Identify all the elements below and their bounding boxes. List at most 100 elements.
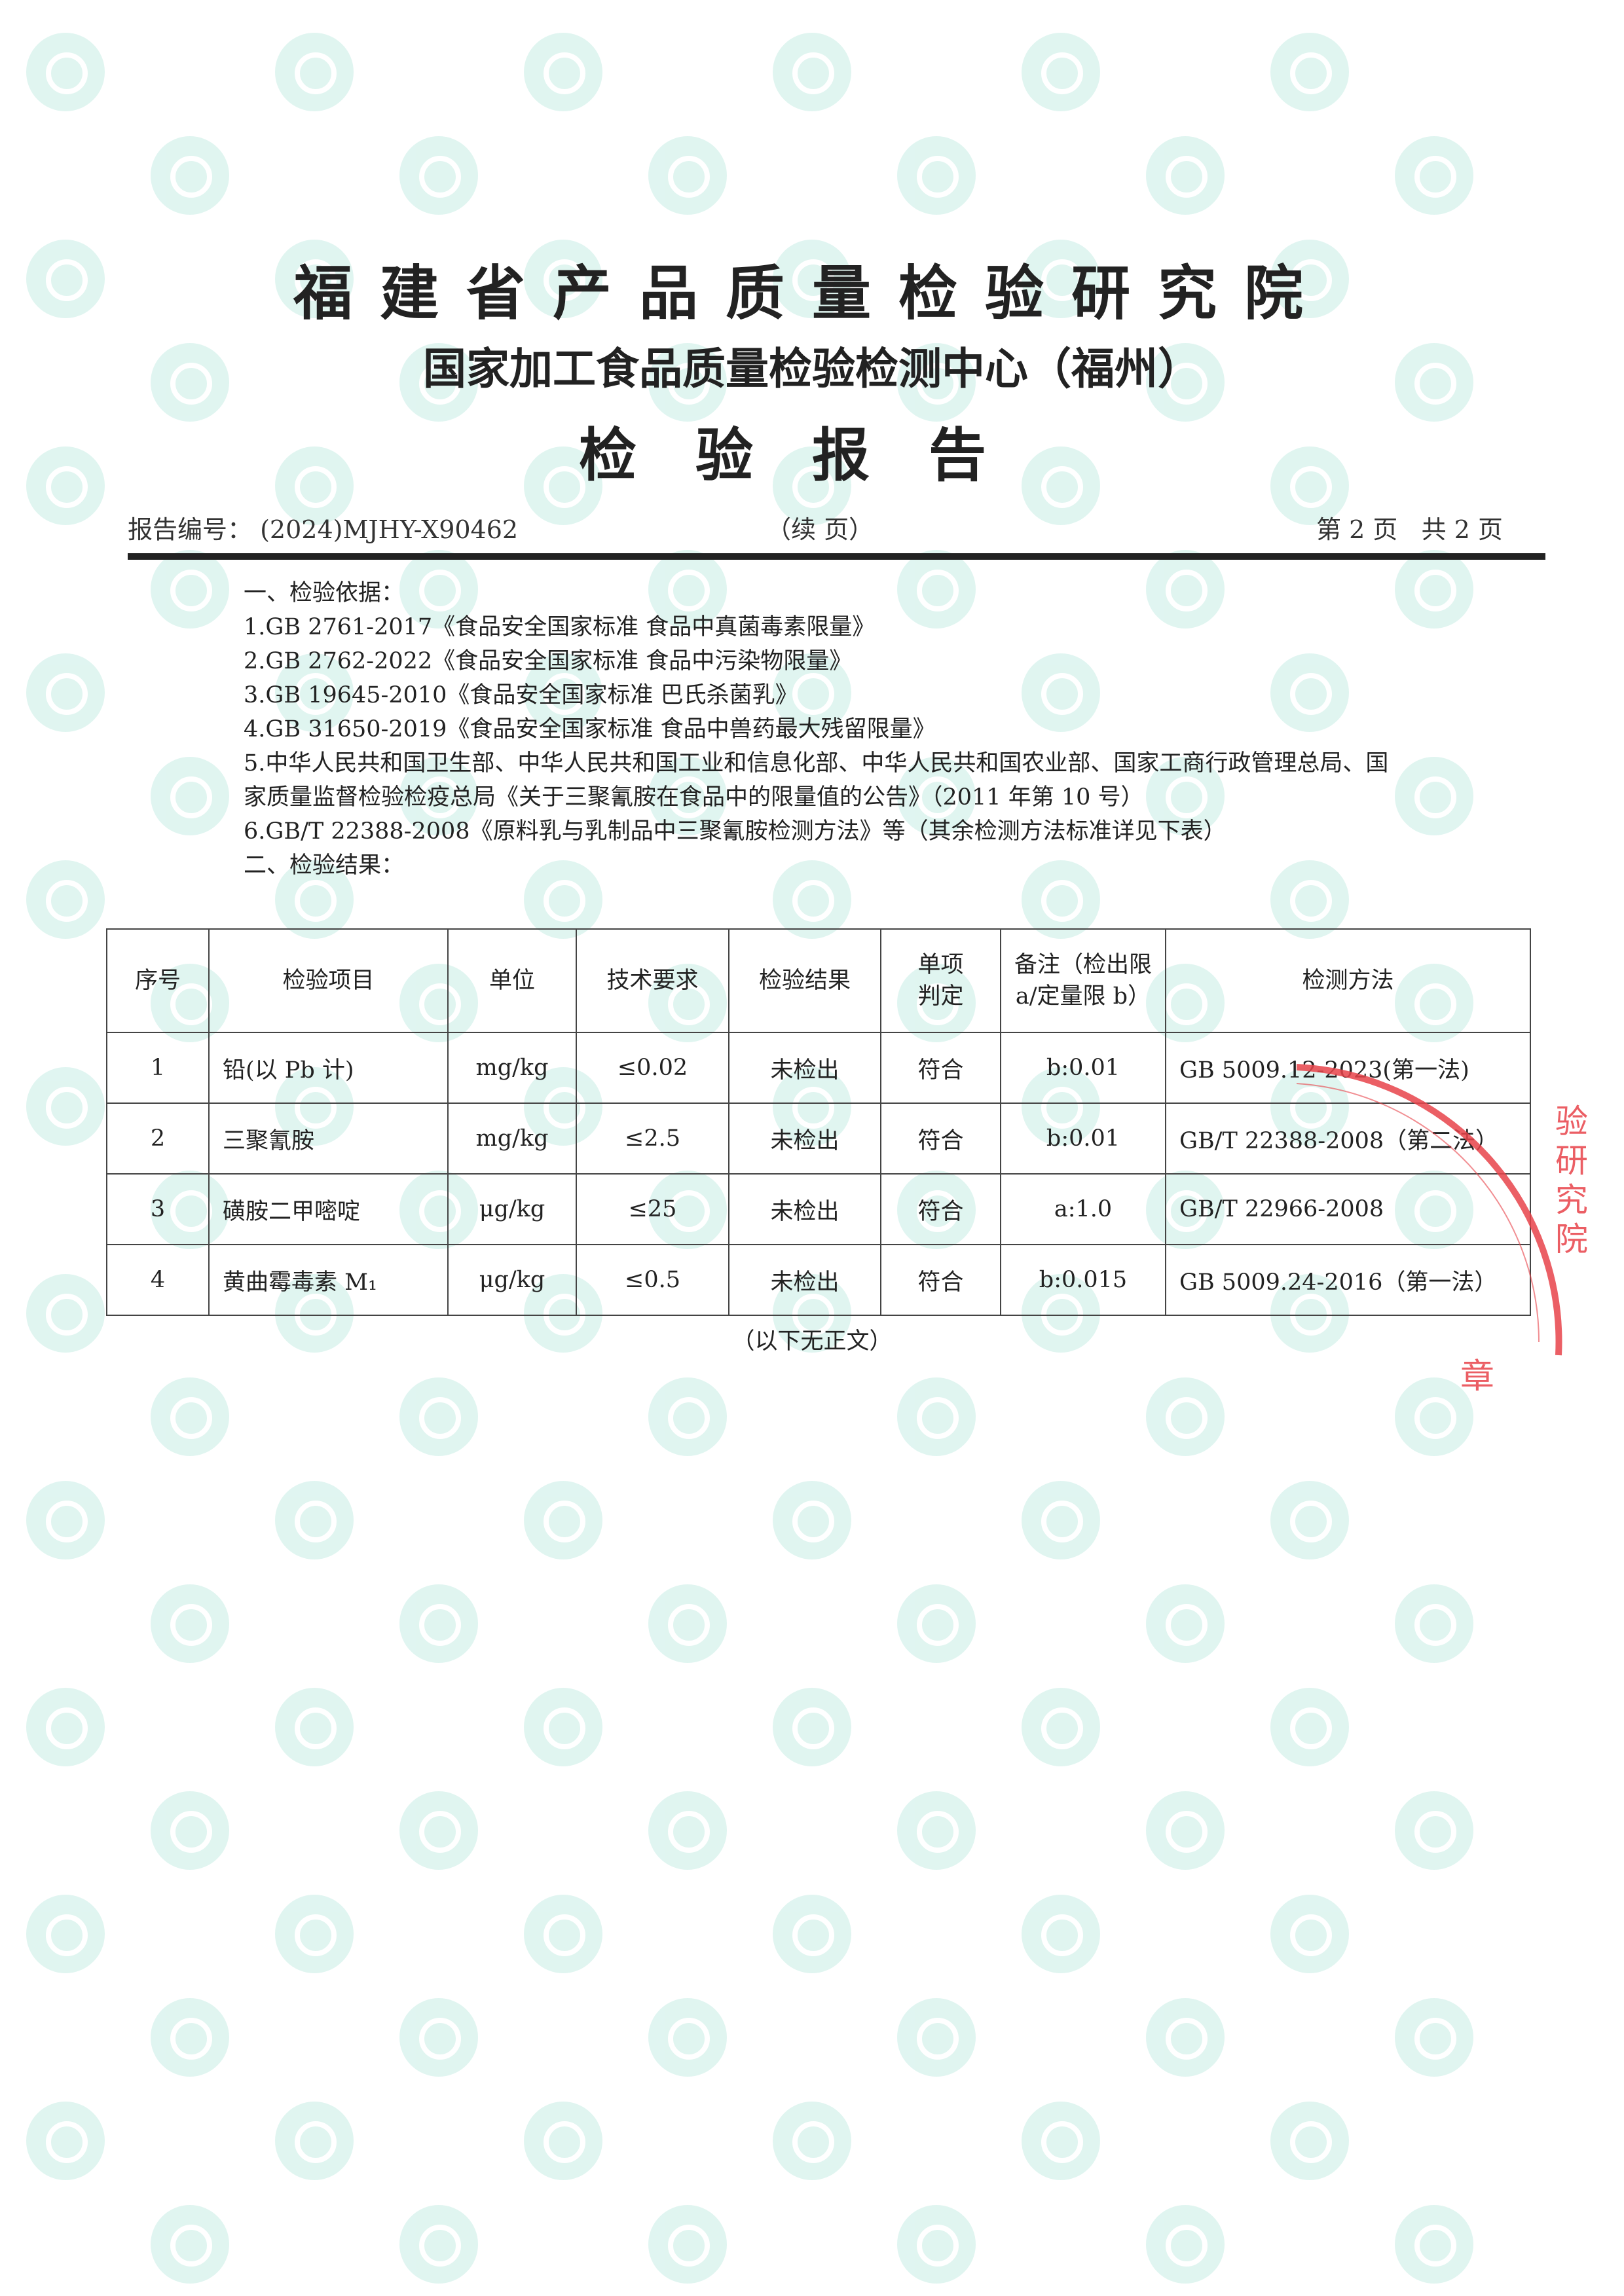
results-table: 序号 检验项目 单位 技术要求 检验结果 单项判定 备注（检出限 a/定量限 b… <box>106 928 1531 1316</box>
watermark-logo-icon <box>399 550 478 629</box>
watermark-logo-icon <box>648 1377 727 1456</box>
page-info: 第 2 页 共 2 页 <box>1316 515 1503 544</box>
watermark-logo-icon <box>1146 757 1225 835</box>
watermark-logo-icon <box>524 33 602 111</box>
cell-item: 铅(以 Pb 计) <box>208 1032 449 1104</box>
watermark-logo-icon <box>1146 136 1225 215</box>
watermark-logo-icon <box>897 136 976 215</box>
watermark-logo-icon <box>1270 653 1349 732</box>
watermark-logo-icon <box>1270 240 1349 318</box>
cell-unit: μg/kg <box>447 1173 577 1245</box>
watermark-logo-icon <box>1395 1584 1473 1663</box>
watermark-logo-icon <box>648 1998 727 2077</box>
col-header: 检测方法 <box>1165 928 1531 1033</box>
table-row: 2 三聚氰胺 mg/kg ≤2.5 未检出 符合 b:0.01 GB/T 22388-2008… <box>106 1102 1531 1175</box>
watermark-logo-icon <box>151 1584 229 1663</box>
watermark-logo-icon <box>773 1688 851 1766</box>
cell-method: GB/T 22388-2008（第二法） <box>1165 1102 1531 1175</box>
watermark-logo-icon <box>1022 2102 1100 2180</box>
watermark-logo-icon <box>26 1688 105 1766</box>
cell-index: 1 <box>106 1032 210 1104</box>
watermark-logo-icon <box>151 343 229 422</box>
watermark-logo-icon <box>524 1481 602 1559</box>
cell-unit: μg/kg <box>447 1244 577 1316</box>
watermark-logo-icon <box>1395 1998 1473 2077</box>
watermark-logo-icon <box>26 33 105 111</box>
cell-limit: b:0.015 <box>1000 1244 1166 1316</box>
cell-limit: a:1.0 <box>1000 1173 1166 1245</box>
watermark-logo-icon <box>275 860 354 939</box>
watermark-logo-icon <box>1395 1791 1473 1870</box>
table-row: 3 磺胺二甲嘧啶 μg/kg ≤25 未检出 符合 a:1.0 GB/T 22966-2008 <box>106 1173 1531 1245</box>
watermark-logo-icon <box>399 1998 478 2077</box>
watermark-logo-icon <box>1146 550 1225 629</box>
watermark-logo-icon <box>524 240 602 318</box>
watermark-logo-icon <box>1270 446 1349 525</box>
watermark-logo-icon <box>275 2102 354 2180</box>
end-note: （以下无正文） <box>731 1328 893 1355</box>
watermark-logo-icon <box>1270 1895 1349 1973</box>
basis-item: 4.GB 31650-2019《食品安全国家标准 食品中兽药最大残留限量》 <box>244 716 936 742</box>
watermark-logo-icon <box>897 1998 976 2077</box>
watermark-logo-icon <box>648 757 727 835</box>
cell-judgement: 符合 <box>880 1173 1001 1245</box>
cell-method: GB 5009.12-2023(第一法) <box>1165 1032 1531 1104</box>
table-row: 1 铅(以 Pb 计) mg/kg ≤0.02 未检出 符合 b:0.01 GB 5009.1… <box>106 1032 1531 1104</box>
cell-judgement: 符合 <box>880 1102 1001 1175</box>
watermark-logo-icon <box>1146 1998 1225 2077</box>
watermark-logo-icon <box>648 136 727 215</box>
table-row: 4 黄曲霉毒素 M₁ μg/kg ≤0.5 未检出 符合 b:0.015 GB 5009.24… <box>106 1244 1531 1316</box>
watermark-logo-icon <box>151 136 229 215</box>
cell-result: 未检出 <box>728 1244 881 1316</box>
watermark-logo-icon <box>1395 2205 1473 2284</box>
cell-requirement: ≤0.02 <box>576 1032 729 1104</box>
cell-requirement: ≤25 <box>576 1173 729 1245</box>
watermark-logo-icon <box>1146 343 1225 422</box>
watermark-logo-icon <box>151 1791 229 1870</box>
watermark-logo-icon <box>524 1895 602 1973</box>
seal-lettering: 章 <box>1460 1357 1494 1396</box>
cell-result: 未检出 <box>728 1102 881 1175</box>
watermark-logo-icon <box>151 1377 229 1456</box>
watermark-logo-icon <box>773 2102 851 2180</box>
watermark-logo-icon <box>773 653 851 732</box>
watermark-logo-icon <box>275 240 354 318</box>
cell-index: 2 <box>106 1102 210 1175</box>
watermark-logo-icon <box>151 550 229 629</box>
cell-result: 未检出 <box>728 1173 881 1245</box>
cell-limit: b:0.01 <box>1000 1032 1166 1104</box>
header-rule <box>128 553 1545 560</box>
watermark-logo-icon <box>524 1688 602 1766</box>
watermark-logo-icon <box>897 757 976 835</box>
col-header: 技术要求 <box>576 928 729 1033</box>
watermark-logo-icon <box>399 136 478 215</box>
cell-index: 3 <box>106 1173 210 1245</box>
basis-heading: 一、检验依据： <box>244 580 405 606</box>
watermark-logo-icon <box>1395 1377 1473 1456</box>
watermark-logo-icon <box>26 446 105 525</box>
watermark-logo-icon <box>151 757 229 835</box>
watermark-logo-icon <box>897 1584 976 1663</box>
watermark-logo-icon <box>897 1791 976 1870</box>
cell-item: 磺胺二甲嘧啶 <box>208 1173 449 1245</box>
watermark-logo-icon <box>1395 757 1473 835</box>
cell-item: 三聚氰胺 <box>208 1102 449 1175</box>
col-header: 单位 <box>447 928 577 1033</box>
watermark-logo-icon <box>399 1791 478 1870</box>
col-header: 备注（检出限 a/定量限 b） <box>1000 928 1166 1033</box>
basis-section: 一、检验依据： 1.GB 2761-2017《食品安全国家标准 食品中真菌毒素限… <box>244 576 1409 883</box>
watermark-logo-icon <box>275 33 354 111</box>
report-number-label: 报告编号： <box>128 515 253 544</box>
results-heading: 二、检验结果： <box>244 852 405 879</box>
watermark-logo-icon <box>524 446 602 525</box>
watermark-logo-icon <box>773 860 851 939</box>
col-header: 检验项目 <box>208 928 449 1033</box>
watermark-logo-icon <box>773 240 851 318</box>
watermark-logo-icon <box>1022 33 1100 111</box>
doc-title: 检验报告 <box>578 422 1045 489</box>
watermark-logo-icon <box>1022 653 1100 732</box>
watermark-logo-icon <box>1270 1688 1349 1766</box>
watermark-logo-icon <box>1270 860 1349 939</box>
watermark-logo-icon <box>1022 1481 1100 1559</box>
watermark-logo-icon <box>773 1481 851 1559</box>
